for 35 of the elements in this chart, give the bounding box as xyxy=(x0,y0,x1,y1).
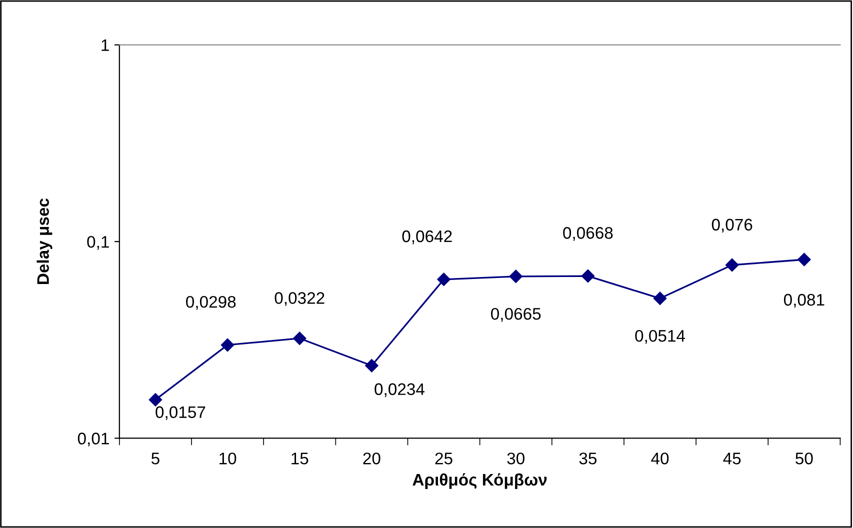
point xyxy=(653,292,667,305)
data-label: 0,0157 xyxy=(156,406,206,420)
point xyxy=(293,332,306,345)
data-label: 0,081 xyxy=(784,294,824,308)
data-label: 0,0668 xyxy=(563,227,613,241)
y-tick-label: 0,1 xyxy=(87,236,109,250)
x-axis-title: Αριθμός Κόμβων xyxy=(412,473,547,489)
x-tick-label: 10 xyxy=(220,452,236,464)
point xyxy=(220,338,234,352)
point xyxy=(726,258,739,272)
point xyxy=(798,252,811,266)
x-tick-label: 50 xyxy=(796,452,813,464)
y-tick-label: 0,01 xyxy=(78,432,109,446)
point xyxy=(509,270,522,283)
x-tick-label: 5 xyxy=(151,452,160,464)
x-tick-label: 40 xyxy=(651,452,669,464)
x-tick-label: 35 xyxy=(579,452,596,464)
x-tick-label: 15 xyxy=(292,452,308,464)
x-tick-label: 20 xyxy=(363,452,380,464)
point xyxy=(365,359,378,372)
data-label: 0,0642 xyxy=(402,230,452,244)
data-label: 0,0665 xyxy=(491,308,541,322)
point xyxy=(581,269,595,283)
data-label: 0,076 xyxy=(712,218,752,233)
y-axis-title: Delay μsec xyxy=(36,198,52,284)
point xyxy=(437,272,450,286)
y-tick-label: 1 xyxy=(102,39,109,51)
x-tick-label: 45 xyxy=(723,452,741,464)
x-tick-label: 30 xyxy=(507,452,524,464)
data-label: 0,0234 xyxy=(374,383,424,398)
data-label: 0,0322 xyxy=(274,292,324,306)
data-label: 0,0298 xyxy=(186,296,236,310)
data-label: 0,0514 xyxy=(635,330,686,344)
x-tick-label: 25 xyxy=(435,452,452,464)
point xyxy=(148,393,162,406)
